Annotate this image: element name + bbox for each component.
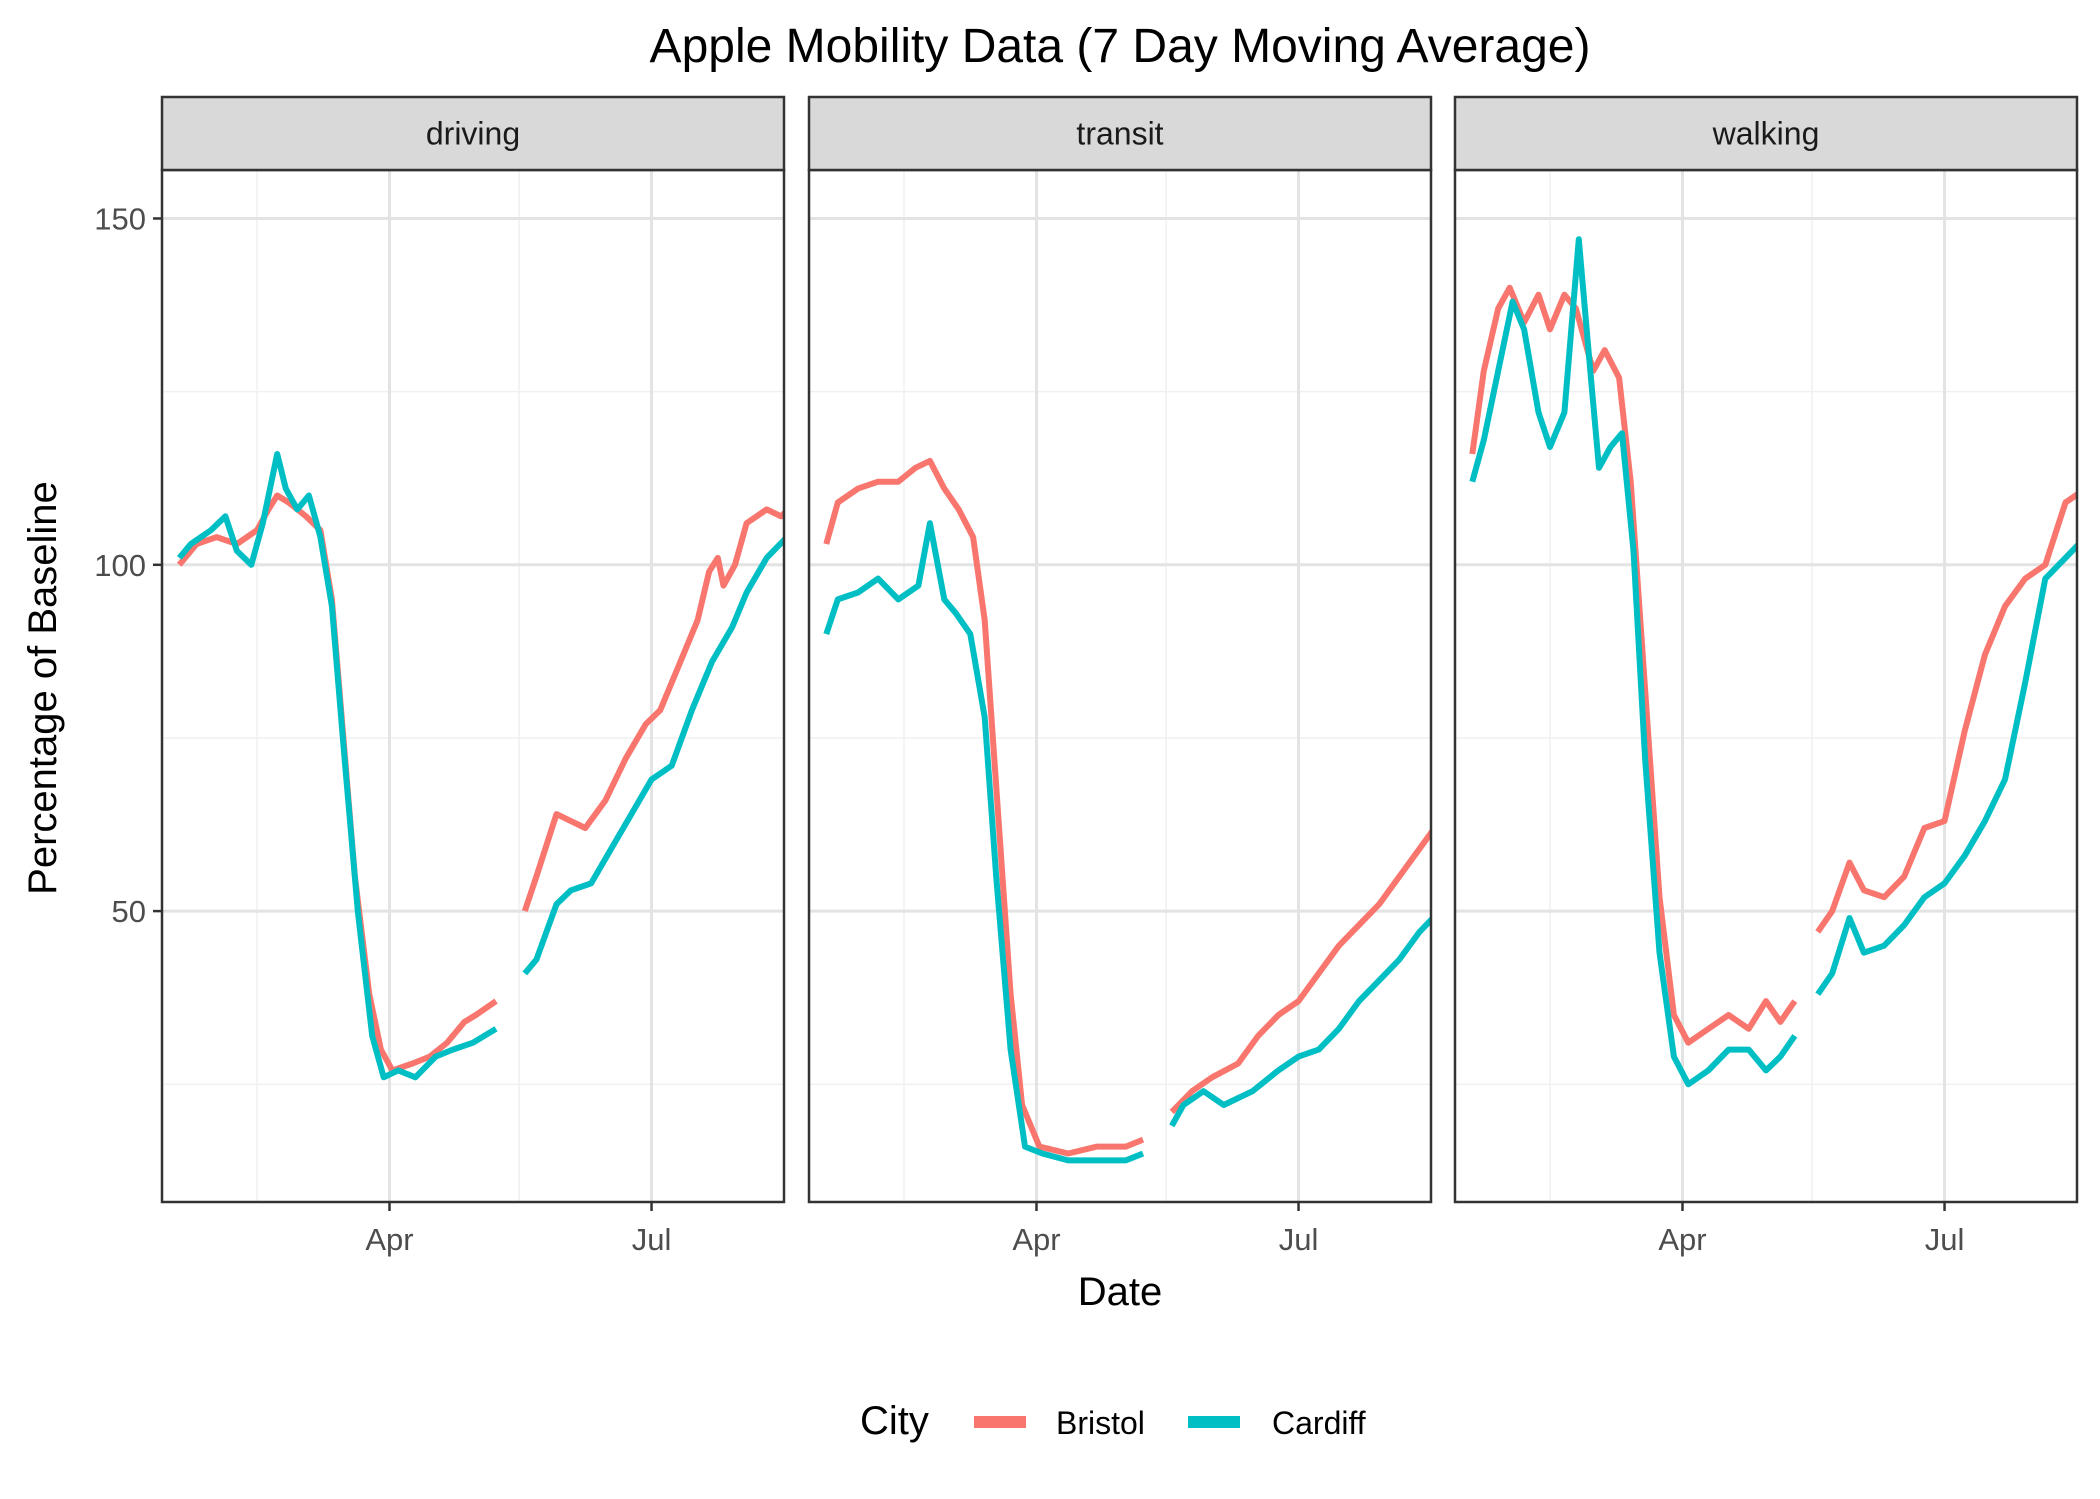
x-tick-label: Jul xyxy=(1279,1222,1319,1257)
facet-panels: driving Apr Jul transit Apr Jul walking Apr Jul xyxy=(160,95,2079,1257)
facet-strip-label: walking xyxy=(1712,116,1820,152)
series-line-cardiff-transit-segment-2 xyxy=(1169,915,1431,1128)
legend-title: City xyxy=(860,1399,929,1443)
series-line-cardiff-transit-segment-1 xyxy=(823,520,1145,1164)
legend-label-cardiff: Cardiff xyxy=(1272,1405,1366,1441)
facet-strip-label: driving xyxy=(426,116,520,152)
panel-background xyxy=(162,170,784,1202)
series-line-cardiff-driving-segment-2 xyxy=(522,535,784,976)
y-tick-label: 150 xyxy=(94,201,146,236)
legend: City Bristol Cardiff xyxy=(860,1399,1366,1443)
legend-label-bristol: Bristol xyxy=(1056,1405,1145,1441)
facet-panel-driving: driving Apr Jul xyxy=(160,95,786,1257)
panel-background xyxy=(809,170,1431,1202)
x-tick-label: Apr xyxy=(1658,1222,1706,1257)
y-axis: 50 100 150 xyxy=(94,201,162,929)
x-tick-label: Jul xyxy=(1925,1222,1965,1257)
facet-strip-label: transit xyxy=(1076,116,1163,152)
series-line-bristol-driving-segment-2 xyxy=(521,506,784,913)
series-line-bristol-transit-segment-2 xyxy=(1169,827,1431,1115)
series-line-cardiff-walking-segment-2 xyxy=(1815,541,2077,996)
facet-strip xyxy=(807,95,1433,172)
x-tick-label: Apr xyxy=(1012,1222,1060,1257)
chart-title: Apple Mobility Data (7 Day Moving Averag… xyxy=(650,20,1591,73)
series-line-bristol-transit-segment-1 xyxy=(823,457,1145,1157)
series-line-cardiff-walking-segment-1 xyxy=(1469,236,1798,1088)
series-line-cardiff-driving-segment-1 xyxy=(176,451,498,1081)
x-axis-title: Date xyxy=(1078,1270,1163,1314)
x-tick-label: Apr xyxy=(365,1222,413,1257)
facet-strip xyxy=(160,95,786,172)
y-axis-title: Percentage of Baseline xyxy=(21,481,65,895)
facet-panel-transit: transit Apr Jul xyxy=(807,95,1433,1257)
facet-panel-walking: walking Apr Jul xyxy=(1453,95,2079,1257)
x-tick-label: Jul xyxy=(632,1222,672,1257)
panel-background xyxy=(1455,170,2077,1202)
facet-strip xyxy=(1453,95,2079,172)
y-tick-label: 50 xyxy=(112,894,146,929)
y-tick-label: 100 xyxy=(94,548,146,583)
series-line-bristol-walking-segment-2 xyxy=(1815,490,2077,934)
